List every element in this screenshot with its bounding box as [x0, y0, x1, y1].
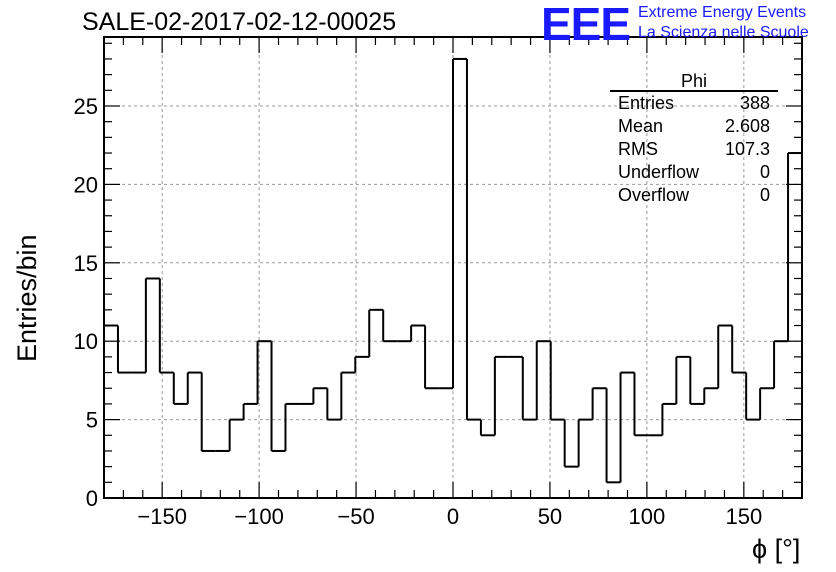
stats-label: Overflow: [618, 185, 690, 205]
y-tick-label: 0: [86, 486, 98, 511]
stats-row-mean: Mean 2.608: [610, 115, 778, 138]
x-tick-label: −50: [337, 504, 374, 529]
x-tick-label: 0: [447, 504, 459, 529]
logo-text-line2: La Scienza nelle Scuole: [638, 24, 809, 41]
y-axis-label: Entries/bin: [12, 234, 42, 362]
x-tick-label: 100: [629, 504, 666, 529]
x-tick-label: 50: [538, 504, 562, 529]
stats-value: 0: [759, 162, 770, 182]
stats-label: RMS: [618, 139, 658, 159]
axes: [103, 36, 803, 499]
histogram-bars: [103, 57, 803, 498]
stats-value: 107.3: [724, 139, 770, 159]
y-tick-label: 20: [74, 172, 98, 197]
eee-logo: EEE: [541, 0, 631, 50]
stats-row-entries: Entries 388: [610, 92, 778, 115]
stats-label: Entries: [618, 93, 675, 113]
stats-box: Phi Entries 388 Mean 2.608 RMS 107.3 Und…: [610, 70, 778, 207]
x-tick-label: −100: [234, 504, 284, 529]
tick-labels: −150 −100 −50 0 50 100 150 0 5 10 15 20 25: [74, 94, 763, 529]
stats-row-underflow: Underflow 0: [610, 161, 778, 184]
stats-row-rms: RMS 107.3: [610, 138, 778, 161]
x-axis-label: ϕ [°]: [752, 534, 801, 564]
stats-label: Mean: [618, 116, 664, 136]
y-tick-label: 5: [86, 408, 98, 433]
stats-value: 2.608: [724, 116, 770, 136]
chart-title: SALE-02-2017-02-12-00025: [82, 8, 397, 36]
x-tick-label: −150: [137, 504, 187, 529]
stats-label: Underflow: [618, 162, 700, 182]
y-tick-label: 25: [74, 94, 98, 119]
x-tick-label: 150: [725, 504, 762, 529]
stats-title: Phi: [610, 70, 778, 92]
logo-text-line1: Extreme Energy Events: [638, 4, 807, 21]
stats-value: 0: [759, 185, 770, 205]
stats-value: 388: [739, 93, 770, 113]
y-tick-label: 10: [74, 329, 98, 354]
y-tick-label: 15: [74, 251, 98, 276]
stats-row-overflow: Overflow 0: [610, 184, 778, 207]
